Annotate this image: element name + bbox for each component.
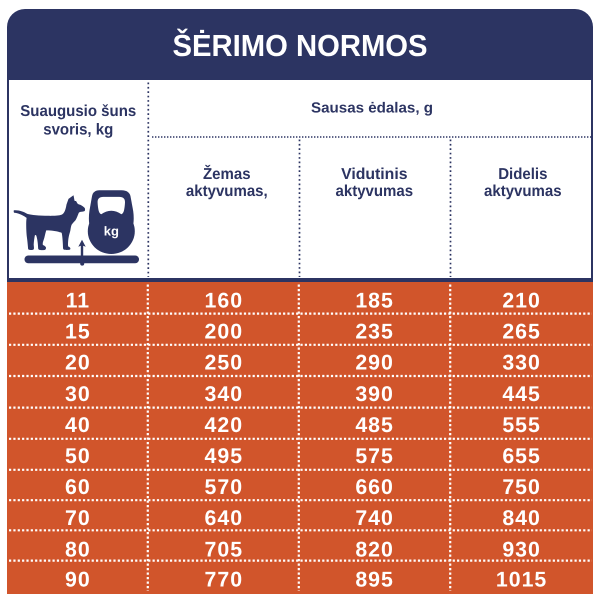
svg-text:750: 750 <box>502 475 541 499</box>
svg-text:aktyvumas,: aktyvumas, <box>186 183 268 200</box>
svg-text:aktyvumas: aktyvumas <box>336 183 414 200</box>
svg-text:555: 555 <box>502 413 541 437</box>
svg-text:250: 250 <box>205 351 244 375</box>
svg-text:1015: 1015 <box>496 568 547 592</box>
svg-text:235: 235 <box>355 320 394 344</box>
svg-text:30: 30 <box>65 382 91 406</box>
svg-text:445: 445 <box>502 382 541 406</box>
svg-text:340: 340 <box>205 382 244 406</box>
svg-text:ŠĖRIMO NORMOS: ŠĖRIMO NORMOS <box>172 28 427 63</box>
svg-text:70: 70 <box>65 506 91 530</box>
svg-text:840: 840 <box>502 506 541 530</box>
svg-text:40: 40 <box>65 413 91 437</box>
svg-text:200: 200 <box>205 320 244 344</box>
svg-text:330: 330 <box>502 351 541 375</box>
svg-text:930: 930 <box>502 537 541 561</box>
svg-text:485: 485 <box>355 413 394 437</box>
svg-text:Sausas ėdalas, g: Sausas ėdalas, g <box>311 101 433 117</box>
svg-text:820: 820 <box>355 537 394 561</box>
svg-text:570: 570 <box>205 475 244 499</box>
svg-text:50: 50 <box>65 444 91 468</box>
svg-text:655: 655 <box>502 444 541 468</box>
svg-text:660: 660 <box>355 475 394 499</box>
svg-text:495: 495 <box>205 444 244 468</box>
svg-text:640: 640 <box>205 506 244 530</box>
svg-text:60: 60 <box>65 475 91 499</box>
svg-text:11: 11 <box>66 288 91 312</box>
svg-text:aktyvumas: aktyvumas <box>484 183 562 200</box>
svg-text:290: 290 <box>355 351 394 375</box>
svg-text:265: 265 <box>502 320 541 344</box>
svg-text:740: 740 <box>355 506 394 530</box>
svg-text:kg: kg <box>104 224 119 239</box>
svg-text:90: 90 <box>65 568 91 592</box>
svg-text:770: 770 <box>205 568 244 592</box>
svg-text:Didelis: Didelis <box>498 166 547 183</box>
svg-text:20: 20 <box>65 351 91 375</box>
svg-text:15: 15 <box>65 320 91 344</box>
svg-text:Vidutinis: Vidutinis <box>341 166 408 183</box>
svg-text:160: 160 <box>205 288 244 312</box>
svg-text:575: 575 <box>355 444 394 468</box>
svg-text:210: 210 <box>502 288 541 312</box>
svg-text:svoris, kg: svoris, kg <box>43 121 113 138</box>
svg-text:390: 390 <box>355 382 394 406</box>
svg-text:Suaugusio šuns: Suaugusio šuns <box>20 103 136 120</box>
svg-text:705: 705 <box>205 537 244 561</box>
svg-text:895: 895 <box>355 568 394 592</box>
svg-text:80: 80 <box>65 537 91 561</box>
svg-text:420: 420 <box>205 413 244 437</box>
svg-text:185: 185 <box>355 288 394 312</box>
svg-text:Žemas: Žemas <box>203 164 251 183</box>
